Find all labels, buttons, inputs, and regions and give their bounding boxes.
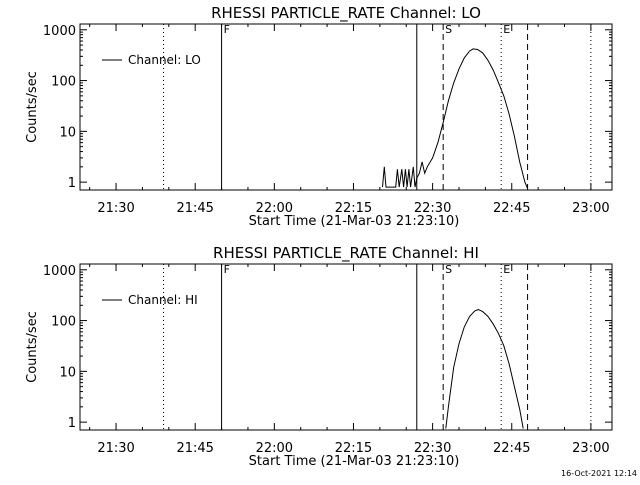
x-tick-label: 23:00 — [572, 441, 609, 456]
chart-title: RHESSI PARTICLE_RATE Channel: HI — [213, 244, 479, 263]
x-axis-label: Start Time (21-Mar-03 21:23:10) — [249, 214, 460, 229]
event-label: F — [224, 263, 230, 276]
event-label: F — [224, 23, 230, 36]
chart-title: RHESSI PARTICLE_RATE Channel: LO — [211, 4, 481, 23]
y-tick-label: 10 — [59, 365, 76, 380]
y-tick-label: 1000 — [43, 264, 76, 279]
y-axis-label: Counts/sec — [25, 311, 40, 383]
event-label: E — [503, 23, 510, 36]
event-label: S — [445, 23, 452, 36]
event-label: S — [445, 263, 452, 276]
x-tick-label: 21:30 — [97, 201, 134, 216]
x-tick-label: 21:45 — [176, 441, 213, 456]
y-tick-label: 1 — [68, 416, 76, 431]
x-tick-label: 21:45 — [176, 201, 213, 216]
x-tick-label: 22:00 — [256, 201, 293, 216]
x-tick-label: 21:30 — [97, 441, 134, 456]
chart-panel-2: RHESSI PARTICLE_RATE Channel: HI 1 10 100 10… — [25, 244, 613, 469]
y-tick-label: 1 — [68, 176, 76, 191]
chart-panel-1: RHESSI PARTICLE_RATE Channel: LO 1 10 100 10… — [25, 4, 613, 229]
y-tick-label: 100 — [51, 75, 76, 90]
x-tick-label: 22:30 — [414, 201, 451, 216]
event-label: E — [503, 263, 510, 276]
series-line — [382, 48, 529, 189]
legend-label: Channel: HI — [128, 293, 198, 307]
x-tick-label: 22:15 — [335, 441, 372, 456]
x-axis-label: Start Time (21-Mar-03 21:23:10) — [249, 454, 460, 469]
x-tick-label: 23:00 — [572, 201, 609, 216]
x-tick-label: 22:45 — [493, 441, 530, 456]
legend-label: Channel: LO — [128, 53, 201, 67]
y-tick-label: 10 — [59, 125, 76, 140]
x-tick-label: 22:15 — [335, 201, 372, 216]
y-tick-label: 1000 — [43, 24, 76, 39]
y-axis-label: Counts/sec — [25, 71, 40, 143]
y-tick-label: 100 — [51, 315, 76, 330]
x-tick-label: 22:45 — [493, 201, 530, 216]
timestamp: 16-Oct-2021 12:14 — [561, 469, 637, 478]
series-line — [445, 308, 524, 429]
x-tick-label: 22:00 — [256, 441, 293, 456]
x-tick-label: 22:30 — [414, 441, 451, 456]
